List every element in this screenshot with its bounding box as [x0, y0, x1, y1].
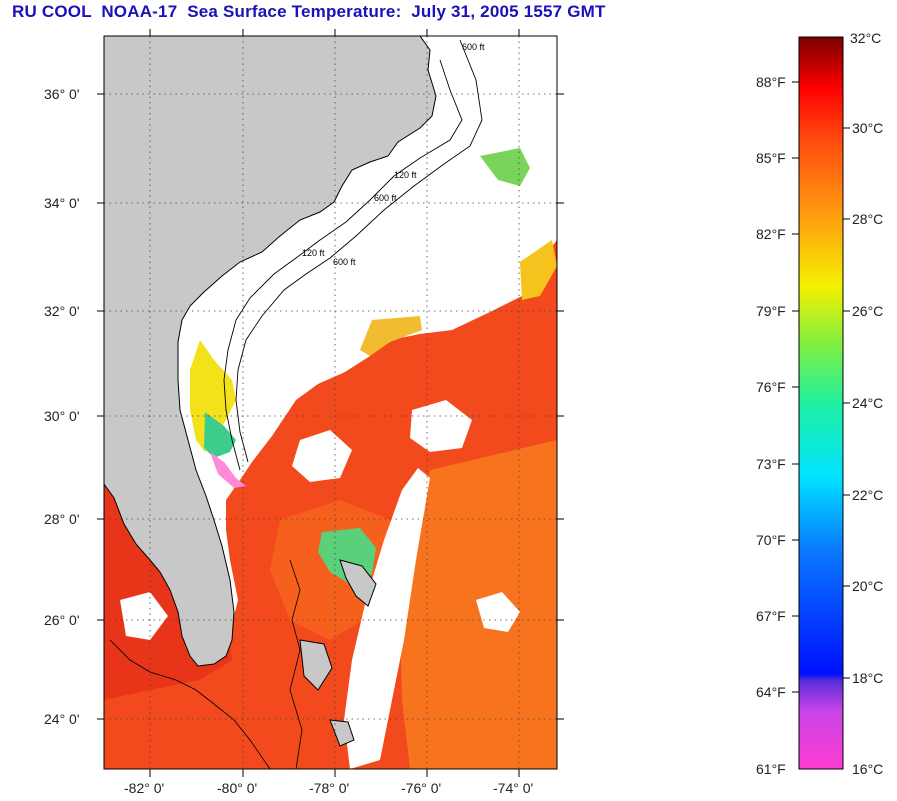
colorbar-fahrenheit-label: 79°F	[756, 303, 786, 319]
colorbar-celsius-label: 22°C	[852, 487, 884, 503]
isobath-label: 120 ft	[394, 170, 417, 180]
colorbar-celsius-label: 20°C	[852, 578, 884, 594]
isobath-line-2	[235, 39, 483, 463]
lon-label: -78° 0'	[309, 780, 350, 796]
colorbar-fahrenheit-label: 82°F	[756, 226, 786, 242]
sst-colorbar	[798, 36, 844, 770]
axis-ticks	[97, 29, 564, 777]
colorbar-fahrenheit-label: 85°F	[756, 150, 786, 166]
cloud-swath	[344, 468, 430, 769]
isobath-label: 600 ft	[374, 193, 397, 203]
colorbar-fahrenheit-label: 67°F	[756, 608, 786, 624]
land-mass	[104, 36, 437, 667]
lat-label: 26° 0'	[44, 612, 80, 628]
colorbar-fahrenheit-label: 70°F	[756, 532, 786, 548]
sst-cool-patch-mid	[360, 316, 422, 356]
lat-label: 34° 0'	[44, 195, 80, 211]
cloud-patch-3	[476, 592, 520, 632]
bahamas-island-1	[339, 559, 377, 607]
map-title: RU COOL NOAA-17 Sea Surface Temperature:…	[12, 2, 606, 21]
colorbar-fahrenheit-label: 76°F	[756, 379, 786, 395]
colorbar-ticks	[792, 81, 850, 693]
colorbar-celsius-label: 28°C	[852, 211, 884, 227]
cloud-patch-2	[410, 400, 472, 452]
lat-label: 28° 0'	[44, 511, 80, 527]
colorbar-celsius-label: 16°C	[852, 761, 884, 777]
graticule	[104, 36, 557, 769]
colorbar-fahrenheit-label: 88°F	[756, 74, 786, 90]
lat-label: 24° 0'	[44, 711, 80, 727]
cloud-patch-1	[292, 430, 352, 482]
isobath-label: 600 ft	[462, 42, 485, 52]
bahamas-island-3	[329, 719, 355, 747]
lat-label: 30° 0'	[44, 408, 80, 424]
colorbar-fahrenheit-label: 73°F	[756, 456, 786, 472]
map-frame	[103, 35, 558, 770]
isobath-label: 600 ft	[333, 257, 356, 267]
isobath-label: 120 ft	[302, 248, 325, 258]
colorbar-celsius-label: 26°C	[852, 303, 884, 319]
lon-label: -76° 0'	[401, 780, 442, 796]
lat-label: 36° 0'	[44, 86, 80, 102]
colorbar-celsius-label: 24°C	[852, 395, 884, 411]
bahamas-island-2	[299, 639, 333, 691]
colorbar-fahrenheit-label: 64°F	[756, 684, 786, 700]
sst-cool-patch-north	[480, 148, 530, 186]
isobath-line-3	[289, 559, 303, 769]
colorbar-fahrenheit-label: 61°F	[756, 761, 786, 777]
lon-label: -74° 0'	[493, 780, 534, 796]
lat-label: 32° 0'	[44, 303, 80, 319]
sst-cool-band-3	[210, 452, 246, 488]
sst-cool-patch-ne-edge	[520, 240, 557, 300]
isobath-line-4	[109, 639, 271, 769]
colorbar-celsius-label: 32°C	[850, 30, 882, 46]
colorbar-celsius-label: 30°C	[852, 120, 884, 136]
lon-label: -80° 0'	[217, 780, 258, 796]
isobath-line-1	[223, 59, 463, 471]
colorbar-celsius-label: 18°C	[852, 670, 884, 686]
sst-cool-band	[190, 340, 236, 452]
cloud-patch-4	[120, 592, 168, 640]
sst-cool-band-2	[204, 412, 236, 458]
lon-label: -82° 0'	[124, 780, 165, 796]
